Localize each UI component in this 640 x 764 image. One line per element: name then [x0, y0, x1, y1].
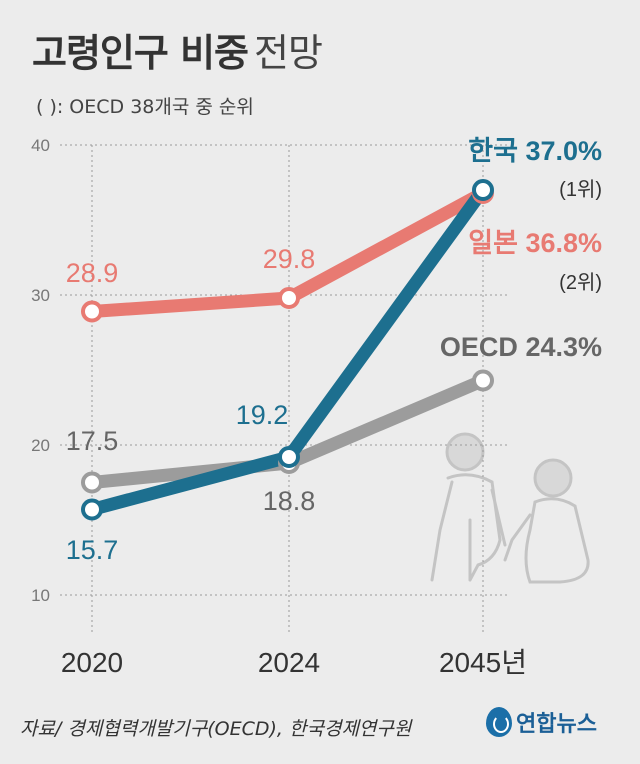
data-point-oecd	[472, 369, 494, 392]
data-label-oecd: 17.5	[66, 426, 119, 456]
data-label-japan: 28.9	[66, 258, 119, 288]
chart-title: 고령인구 비중 전망	[32, 22, 323, 77]
data-point-korea	[81, 498, 103, 521]
rank-label-japan: (2위)	[559, 271, 602, 294]
data-point-oecd	[81, 471, 103, 494]
source-note: 자료/ 경제협력개발기구(OECD), 한국경제연구원	[20, 718, 412, 740]
yonhap-logo-text: 연합뉴스	[516, 712, 597, 737]
end-value-korea: 37.0%	[525, 136, 602, 166]
data-point-japan	[278, 287, 300, 309]
rank-note: ( ): OECD 38개국 중 순위	[36, 96, 254, 118]
end-label-oecd: OECD 24.3%	[440, 332, 602, 362]
data-label-japan: 29.8	[263, 244, 316, 274]
end-value-japan: 36.8%	[525, 228, 602, 258]
x-tick-labels: 2020 2024 2045년	[61, 647, 527, 678]
chart-title-bold: 고령인구 비중	[32, 31, 249, 75]
x-tick-label: 2045년	[439, 647, 527, 678]
data-point-korea	[278, 446, 300, 468]
series-name-korea: 한국	[468, 136, 525, 166]
y-tick-label: 30	[31, 286, 50, 305]
data-point-japan	[81, 300, 103, 323]
data-label-oecd: 18.8	[263, 486, 316, 516]
series-name-oecd: OECD	[440, 332, 526, 362]
rank-label-korea: (1위)	[559, 178, 602, 201]
chart-title-light: 전망	[254, 31, 323, 75]
data-labels: 28.9 29.8 17.5 18.8 15.7 19.2 한국 37.0% (1위) 일본 3…	[66, 136, 602, 565]
data-label-korea: 15.7	[66, 535, 119, 565]
y-tick-label: 10	[31, 586, 50, 605]
yonhap-logo-icon	[486, 707, 512, 737]
end-value-oecd: 24.3%	[525, 332, 602, 362]
series-points	[81, 179, 494, 521]
y-tick-labels: 10 20 30 40	[31, 136, 50, 605]
end-label-japan: 일본 36.8%	[468, 228, 602, 258]
elderly-couple-illustration	[430, 432, 590, 584]
x-tick-label: 2020	[61, 647, 123, 678]
y-tick-label: 20	[31, 436, 50, 455]
series-name-japan: 일본	[468, 228, 525, 258]
end-label-korea: 한국 37.0%	[468, 136, 602, 166]
data-point-korea	[472, 179, 494, 201]
data-label-korea: 19.2	[236, 400, 289, 430]
yonhap-logo: 연합뉴스	[486, 706, 597, 738]
y-tick-label: 40	[31, 136, 50, 155]
x-tick-label: 2024	[258, 647, 320, 678]
